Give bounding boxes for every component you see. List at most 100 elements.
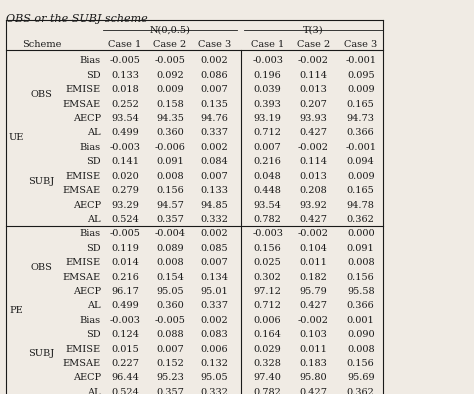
Text: 0.427: 0.427	[300, 215, 328, 224]
Text: -0.003: -0.003	[252, 56, 283, 65]
Text: 0.008: 0.008	[347, 258, 374, 267]
Text: 0.156: 0.156	[254, 244, 282, 253]
Text: 97.40: 97.40	[254, 374, 282, 382]
Text: 0.013: 0.013	[300, 172, 328, 181]
Text: OBS: OBS	[30, 90, 53, 99]
Text: -0.003: -0.003	[109, 316, 141, 325]
Text: 0.156: 0.156	[347, 273, 374, 282]
Text: T(3): T(3)	[303, 26, 324, 35]
Text: 0.048: 0.048	[254, 172, 282, 181]
Text: 95.01: 95.01	[201, 287, 228, 296]
Text: 0.132: 0.132	[201, 359, 228, 368]
Text: SD: SD	[86, 244, 101, 253]
Text: 0.332: 0.332	[201, 388, 228, 394]
Text: 0.427: 0.427	[300, 301, 328, 310]
Text: 0.007: 0.007	[201, 258, 228, 267]
Text: 0.357: 0.357	[156, 388, 184, 394]
Text: AECP: AECP	[73, 374, 101, 382]
Text: 0.524: 0.524	[111, 215, 139, 224]
Text: 0.009: 0.009	[347, 172, 374, 181]
Text: 0.011: 0.011	[300, 258, 328, 267]
Text: 0.008: 0.008	[156, 258, 183, 267]
Text: 93.54: 93.54	[111, 114, 139, 123]
Text: -0.001: -0.001	[345, 143, 376, 152]
Text: 0.279: 0.279	[111, 186, 139, 195]
Text: 0.090: 0.090	[347, 330, 374, 339]
Text: AL: AL	[87, 128, 101, 138]
Text: 0.002: 0.002	[201, 143, 228, 152]
Text: 0.007: 0.007	[201, 172, 228, 181]
Text: 0.002: 0.002	[201, 229, 228, 238]
Text: 0.141: 0.141	[111, 157, 139, 166]
Text: 0.114: 0.114	[300, 157, 328, 166]
Text: 0.124: 0.124	[111, 330, 139, 339]
Text: N(0,0.5): N(0,0.5)	[149, 26, 190, 35]
Text: 0.114: 0.114	[300, 71, 328, 80]
Text: 94.35: 94.35	[156, 114, 184, 123]
Text: Bias: Bias	[80, 229, 101, 238]
Text: 0.712: 0.712	[254, 128, 282, 138]
Text: 0.366: 0.366	[347, 128, 374, 138]
Text: 0.165: 0.165	[347, 100, 374, 109]
Text: 95.05: 95.05	[201, 374, 228, 382]
Text: 0.524: 0.524	[111, 388, 139, 394]
Text: 95.69: 95.69	[347, 374, 374, 382]
Text: 0.357: 0.357	[156, 215, 184, 224]
Text: 0.094: 0.094	[347, 157, 374, 166]
Text: 0.135: 0.135	[201, 100, 228, 109]
Text: Case 1: Case 1	[251, 40, 284, 49]
Text: 0.013: 0.013	[300, 85, 328, 94]
Text: 0.360: 0.360	[156, 128, 184, 138]
Text: 0.020: 0.020	[111, 172, 139, 181]
Text: 96.17: 96.17	[111, 287, 139, 296]
Text: 0.008: 0.008	[156, 172, 183, 181]
Text: 0.360: 0.360	[156, 301, 184, 310]
Text: Scheme: Scheme	[22, 40, 61, 49]
Text: 0.133: 0.133	[201, 186, 228, 195]
Text: 0.029: 0.029	[254, 344, 282, 353]
Text: 93.19: 93.19	[254, 114, 282, 123]
Text: EMSAE: EMSAE	[63, 273, 101, 282]
Text: AECP: AECP	[73, 114, 101, 123]
Text: EMSAE: EMSAE	[63, 359, 101, 368]
Text: 0.782: 0.782	[254, 388, 282, 394]
Text: 0.362: 0.362	[347, 388, 374, 394]
Text: SUBJ: SUBJ	[28, 177, 55, 186]
Text: 0.165: 0.165	[347, 186, 374, 195]
Text: Case 2: Case 2	[153, 40, 186, 49]
Text: 0.332: 0.332	[201, 215, 228, 224]
Text: PE: PE	[9, 306, 23, 315]
Text: 0.427: 0.427	[300, 128, 328, 138]
Text: 0.007: 0.007	[201, 85, 228, 94]
Text: 0.091: 0.091	[347, 244, 374, 253]
Text: 0.133: 0.133	[111, 71, 139, 80]
Text: -0.005: -0.005	[109, 229, 140, 238]
Text: OBS or the SUBJ scheme: OBS or the SUBJ scheme	[6, 14, 148, 24]
Text: SUBJ: SUBJ	[28, 349, 55, 359]
Text: 0.039: 0.039	[254, 85, 282, 94]
Text: 0.014: 0.014	[111, 258, 139, 267]
Text: Case 3: Case 3	[198, 40, 231, 49]
Text: -0.002: -0.002	[298, 56, 329, 65]
Text: 0.002: 0.002	[201, 56, 228, 65]
Text: SD: SD	[86, 157, 101, 166]
Text: 93.93: 93.93	[300, 114, 328, 123]
Text: 0.216: 0.216	[254, 157, 282, 166]
Text: 94.85: 94.85	[201, 201, 228, 210]
Text: 93.54: 93.54	[254, 201, 282, 210]
Text: 0.083: 0.083	[201, 330, 228, 339]
Text: 0.008: 0.008	[347, 344, 374, 353]
Text: 0.015: 0.015	[111, 344, 139, 353]
Text: AL: AL	[87, 388, 101, 394]
Text: SD: SD	[86, 71, 101, 80]
Text: 0.006: 0.006	[254, 316, 282, 325]
Text: -0.002: -0.002	[298, 229, 329, 238]
Text: 0.092: 0.092	[156, 71, 184, 80]
Text: UE: UE	[9, 133, 24, 142]
Text: EMISE: EMISE	[66, 172, 101, 181]
Text: EMISE: EMISE	[66, 85, 101, 94]
Text: Bias: Bias	[80, 56, 101, 65]
Text: Bias: Bias	[80, 143, 101, 152]
Text: 0.091: 0.091	[156, 157, 184, 166]
Text: 0.095: 0.095	[347, 71, 374, 80]
